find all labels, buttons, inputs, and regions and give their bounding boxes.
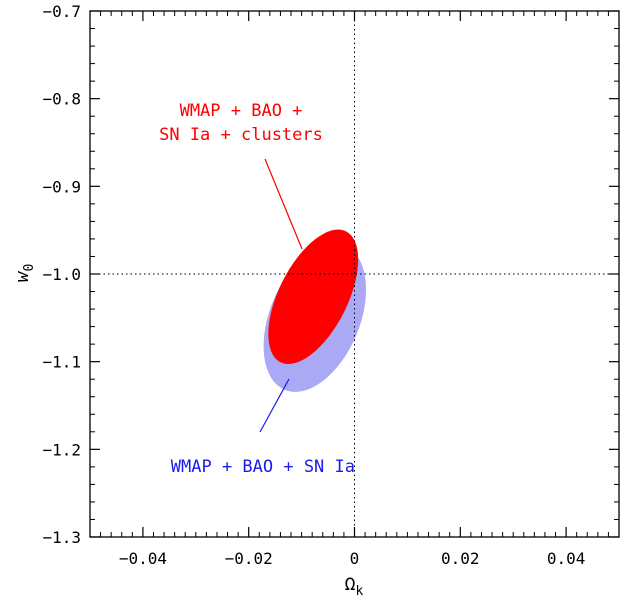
x-tick-label: 0 <box>350 549 360 568</box>
series-label: WMAP + BAO + <box>180 101 303 121</box>
annotation-labels: WMAP + BAO + SN Ia WMAP + BAO + SN Ia + cl… <box>159 101 355 477</box>
x-tick-label: −0.02 <box>225 549 273 568</box>
y-axis-title: w0 <box>12 264 37 283</box>
y-tick-label: −0.9 <box>42 177 81 196</box>
contour-layer <box>263 229 367 392</box>
x-tick-label: 0.04 <box>547 549 586 568</box>
x-tick-label: −0.04 <box>119 549 167 568</box>
x-axis-title: Ωk <box>345 574 364 599</box>
leader-line <box>259 378 290 433</box>
x-tick-label: 0.02 <box>441 549 480 568</box>
y-tick-label: −0.7 <box>42 2 81 21</box>
y-tick-label: −1.1 <box>42 353 81 372</box>
series-label: SN Ia + clusters <box>159 125 323 145</box>
y-tick-label: −1.2 <box>42 440 81 459</box>
y-tick-label: −1.3 <box>42 528 81 547</box>
contour-wmap-bao-sn-clusters <box>268 229 359 365</box>
y-tick-label: −1.0 <box>42 265 81 284</box>
y-tick-label: −0.8 <box>42 90 81 109</box>
series-label: WMAP + BAO + SN Ia <box>171 457 355 477</box>
leader-line <box>264 158 303 250</box>
axis-ticks: −0.04 −0.02 0 0.02 0.04 −0.7 −0.8 −0.9 −1.0 −1.1 −… <box>42 2 619 568</box>
